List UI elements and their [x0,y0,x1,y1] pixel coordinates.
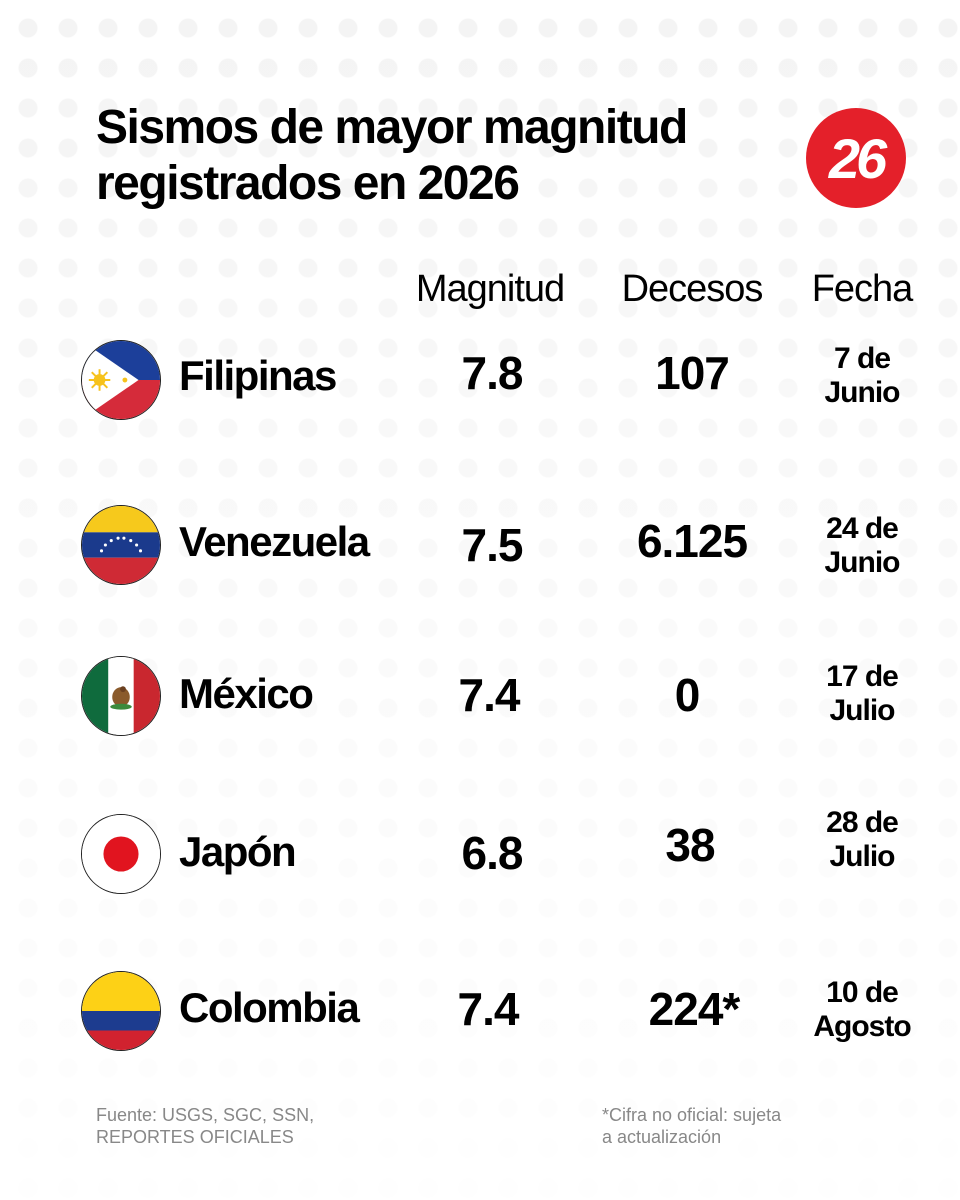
country-name-colombia: Colombia [179,984,360,1031]
magnitude-value: 7.4 [458,669,521,721]
deaths-value: 38 [665,819,715,871]
magnitude-value: 7.4 [457,983,520,1035]
magnitude-value: 6.8 [461,827,524,879]
deaths-value: 6.125 [636,515,748,567]
date-value: 17 de Julio [800,660,924,728]
philippines-flag-icon [81,340,161,420]
title-line-1: Sismos de mayor magnitud [96,101,688,154]
title-line-2: registrados en 2026 [96,157,520,210]
date-value: 24 de Junio [800,512,924,580]
magnitude-value: 7.5 [461,519,524,571]
date-day: 24 de [826,512,899,545]
logo-text: 26 [828,126,887,190]
column-header-magnitud: Magnitud [415,268,565,310]
page-title: Sismos de mayor magnitud registrados en … [96,100,796,212]
deaths-value: 107 [655,347,730,399]
date-day: 28 de [826,806,899,839]
note-line-1: *Cifra no oficial: sujeta [602,1105,782,1125]
source-line-1: Fuente: USGS, SGC, SSN, [96,1105,315,1125]
date-month: Julio [829,840,895,873]
channel-26-logo: 26 [806,108,906,208]
date-value: 10 de Agosto [800,976,924,1044]
country-name-filipinas: Filipinas [179,352,337,399]
mexico-flag-icon [81,656,161,736]
date-month: Junio [824,546,901,579]
country-name-japon: Japón [179,828,297,875]
magnitude-value: 7.8 [461,347,524,399]
country-name-venezuela: Venezuela [179,518,370,565]
date-month: Julio [829,694,895,727]
date-value: 28 de Julio [800,806,924,874]
deaths-value: 224* [648,983,741,1035]
date-month: Agosto [813,1010,911,1043]
country-name-mexico: México [179,670,314,717]
date-day: 7 de [833,342,891,375]
column-header-decesos: Decesos [621,268,764,310]
unofficial-figure-note: *Cifra no oficial: sujeta a actualizació… [602,1104,781,1148]
venezuela-flag-icon [81,505,161,585]
source-line-2: REPORTES OFICIALES [96,1127,294,1147]
date-value: 7 de Junio [800,342,924,410]
date-day: 17 de [826,660,899,693]
deaths-value: 0 [674,669,701,721]
source-note: Fuente: USGS, SGC, SSN, REPORTES OFICIAL… [96,1104,314,1148]
date-month: Junio [824,376,901,409]
date-day: 10 de [826,976,899,1009]
column-header-fecha: Fecha [811,268,914,310]
colombia-flag-icon [81,971,161,1051]
note-line-2: a actualización [602,1127,722,1147]
japan-flag-icon [81,814,161,894]
